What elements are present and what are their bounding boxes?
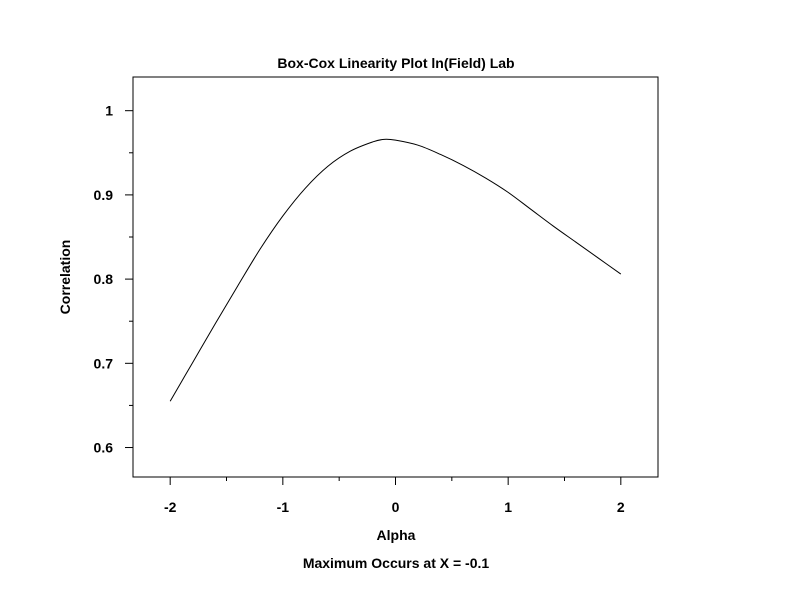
y-tick-label: 0.9 bbox=[94, 187, 114, 203]
x-tick-label: 1 bbox=[504, 499, 512, 515]
series-layer bbox=[169, 138, 622, 402]
correlation-series-line bbox=[169, 138, 622, 402]
y-axis: 0.6 0.7 0.8 0.9 1 bbox=[94, 103, 133, 456]
y-tick-label: 0.6 bbox=[94, 440, 114, 456]
plot-frame bbox=[132, 76, 659, 478]
y-tick-label: 0.8 bbox=[94, 271, 114, 287]
x-tick-label: -2 bbox=[164, 499, 177, 515]
chart-title: Box-Cox Linearity Plot ln(Field) Lab bbox=[277, 55, 514, 71]
x-axis: -2 -1 0 1 2 bbox=[164, 477, 625, 515]
y-tick-label: 0.7 bbox=[94, 355, 114, 371]
x-tick-label: -1 bbox=[277, 499, 290, 515]
maximum-footnote: Maximum Occurs at X = -0.1 bbox=[303, 555, 490, 571]
x-axis-label: Alpha bbox=[377, 527, 416, 543]
x-tick-label: 2 bbox=[617, 499, 625, 515]
x-tick-label: 0 bbox=[392, 499, 400, 515]
y-tick-label: 1 bbox=[105, 103, 113, 119]
y-axis-label: Correlation bbox=[57, 240, 73, 315]
